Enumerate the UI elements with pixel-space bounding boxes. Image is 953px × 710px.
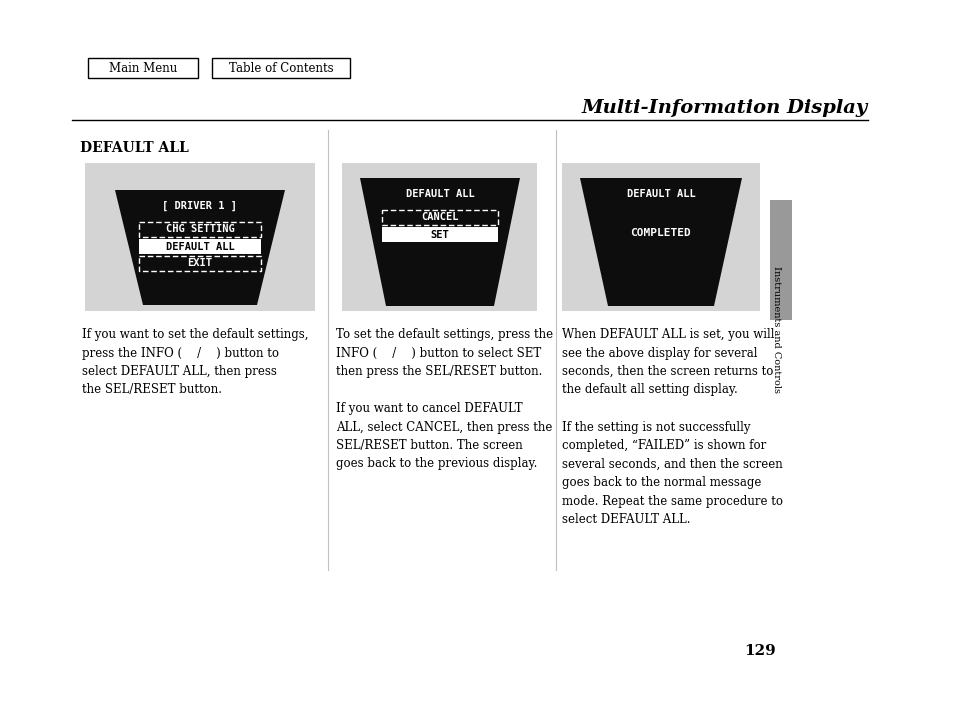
Text: EXIT: EXIT <box>188 258 213 268</box>
Polygon shape <box>359 178 519 306</box>
Text: Table of Contents: Table of Contents <box>229 62 333 75</box>
Text: CHG SETTING: CHG SETTING <box>166 224 234 234</box>
Bar <box>85 163 314 311</box>
Polygon shape <box>579 178 741 306</box>
Text: 129: 129 <box>743 644 775 658</box>
Text: If you want to set the default settings,
press the INFO (    /    ) button to
se: If you want to set the default settings,… <box>82 328 308 396</box>
Bar <box>88 58 198 78</box>
Bar <box>212 58 350 78</box>
Bar <box>138 239 261 254</box>
Text: Main Menu: Main Menu <box>109 62 177 75</box>
Bar <box>382 227 497 242</box>
Bar <box>341 163 537 311</box>
Text: [ DRIVER 1 ]: [ DRIVER 1 ] <box>162 201 237 211</box>
Bar <box>382 210 497 225</box>
Bar <box>769 200 791 320</box>
Text: DEFAULT ALL: DEFAULT ALL <box>80 141 189 155</box>
Text: DEFAULT ALL: DEFAULT ALL <box>405 189 474 199</box>
Text: To set the default settings, press the
INFO (    /    ) button to select SET
the: To set the default settings, press the I… <box>335 328 553 471</box>
Text: Instruments and Controls: Instruments and Controls <box>771 266 781 393</box>
Text: Multi-Information Display: Multi-Information Display <box>581 99 867 117</box>
Bar <box>138 256 261 271</box>
Polygon shape <box>115 190 285 305</box>
Text: SET: SET <box>430 229 449 239</box>
Text: When DEFAULT ALL is set, you will
see the above display for several
seconds, the: When DEFAULT ALL is set, you will see th… <box>561 328 782 526</box>
Text: COMPLETED: COMPLETED <box>630 227 691 238</box>
Text: DEFAULT ALL: DEFAULT ALL <box>166 241 234 251</box>
Text: DEFAULT ALL: DEFAULT ALL <box>626 189 695 199</box>
Text: CANCEL: CANCEL <box>421 212 458 222</box>
Bar <box>561 163 760 311</box>
Bar <box>138 222 261 237</box>
